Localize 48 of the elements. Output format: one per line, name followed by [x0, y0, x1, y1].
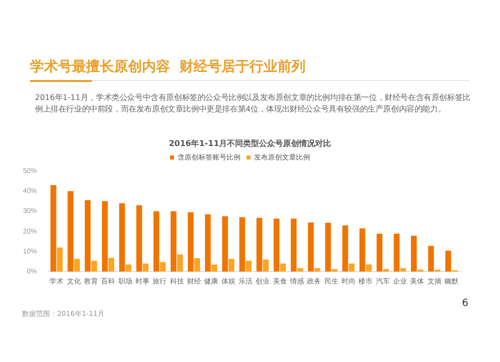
bar [68, 191, 74, 272]
bar [194, 258, 200, 272]
bar [142, 264, 149, 272]
bar [204, 214, 211, 272]
bar [256, 218, 262, 272]
bar [246, 260, 252, 272]
bar [56, 247, 63, 272]
bar [314, 268, 320, 272]
bar [383, 269, 389, 272]
bar [342, 225, 348, 272]
bar [308, 222, 314, 272]
bar [394, 234, 400, 272]
text: 6 [462, 298, 468, 309]
bar [222, 216, 228, 272]
bar [50, 185, 56, 272]
bar [170, 211, 176, 272]
bar [280, 264, 286, 272]
bar [91, 260, 98, 272]
bar [445, 250, 452, 272]
bar [366, 264, 372, 272]
bar [410, 236, 417, 272]
bar [160, 262, 166, 272]
bar [108, 258, 114, 272]
bar [290, 218, 297, 272]
bar [126, 264, 132, 272]
bar [262, 260, 269, 272]
bar [400, 268, 406, 272]
bar [119, 203, 125, 272]
bar [188, 212, 194, 272]
bar [428, 246, 434, 272]
bar [325, 222, 331, 272]
bar [136, 205, 142, 272]
text: 2016年1-11月不同类型公众号原创情况对比 [168, 138, 332, 149]
bar [84, 200, 91, 272]
bar [177, 254, 183, 272]
chart-title: 学术号最擅长原创内容 财经号居于行业前列 [30, 58, 306, 76]
bar [376, 234, 382, 272]
bar [297, 268, 304, 272]
bar [359, 228, 366, 272]
bar [228, 258, 234, 272]
bar [211, 264, 218, 272]
bar [102, 201, 108, 272]
bar [274, 218, 280, 272]
bar [332, 269, 338, 272]
bar [74, 258, 80, 272]
bar [239, 217, 246, 272]
bar [348, 264, 355, 272]
bar [153, 211, 160, 272]
